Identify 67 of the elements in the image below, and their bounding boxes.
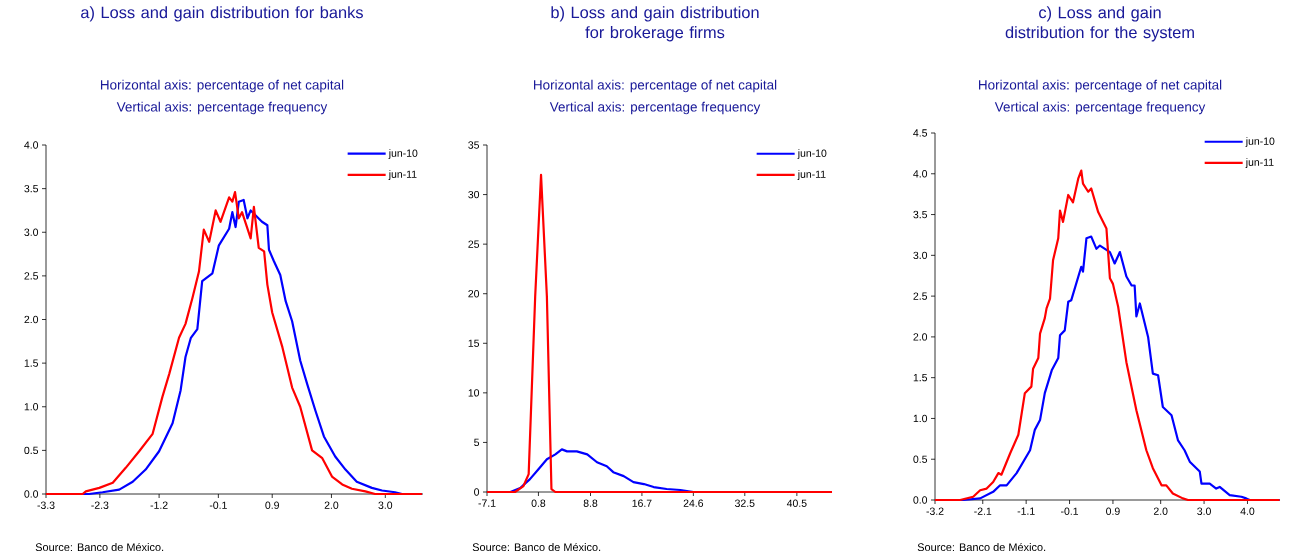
x-tick-label: 3.0 <box>378 501 393 509</box>
y-tick-label: 0.0 <box>24 490 39 498</box>
y-tick-label: 3.0 <box>913 251 928 260</box>
legend-label: jun-10 <box>388 149 418 159</box>
y-tick-label: 1.0 <box>24 403 39 411</box>
y-tick-label: 5 <box>474 438 480 447</box>
legend-label: jun-11 <box>1245 158 1274 168</box>
y-tick-label: 30 <box>468 190 480 199</box>
y-tick-label: 20 <box>468 290 480 298</box>
x-tick-label: -1.1 <box>1017 507 1035 515</box>
y-tick-label: 1.5 <box>913 374 928 382</box>
x-tick-label: 3.0 <box>1197 507 1211 515</box>
x-tick-label: -3.2 <box>926 507 944 515</box>
chart-title: a) Loss and gain distribution for banks <box>81 6 363 22</box>
y-tick-label: 15 <box>468 339 480 347</box>
y-tick-label: 0.5 <box>913 455 928 463</box>
y-tick-label: 1.5 <box>24 359 39 367</box>
x-tick-label: -0.1 <box>209 501 227 509</box>
x-axis-title: Horizontal axis: percentage of net capital <box>100 79 344 93</box>
x-tick-label: 40.5 <box>786 499 807 507</box>
x-tick-label: 4.0 <box>1240 507 1255 515</box>
x-tick-label: -3.3 <box>37 501 55 509</box>
y-tick-label: 2.5 <box>913 292 928 300</box>
x-tick-label: 0.9 <box>265 501 279 509</box>
legend-label: jun-11 <box>388 170 417 180</box>
y-axis-title: Vertical axis: percentage frequency <box>994 101 1206 115</box>
source-note: Source: Banco de México. <box>472 542 601 552</box>
y-axis-title: Vertical axis: percentage frequency <box>116 101 328 115</box>
x-tick-label: 0.9 <box>1106 507 1120 515</box>
y-tick-label: 10 <box>468 389 480 397</box>
x-axis-title: Horizontal axis: percentage of net capital <box>979 79 1222 93</box>
y-tick-label: 4.0 <box>913 170 928 178</box>
source-note: Source: Banco de México. <box>917 542 1046 552</box>
y-tick-label: 0.5 <box>24 446 39 455</box>
y-tick-label: 25 <box>468 240 480 248</box>
y-tick-label: 0.0 <box>913 496 928 504</box>
y-tick-label: 1.0 <box>913 414 928 423</box>
x-tick-label: 2.0 <box>324 501 339 509</box>
x-tick-label: 8.8 <box>583 499 598 507</box>
x-tick-label: -0.1 <box>1061 507 1079 515</box>
x-tick-label: 2.0 <box>1153 507 1168 515</box>
x-tick-label: -2.1 <box>974 507 992 515</box>
x-tick-label: -2.3 <box>91 501 109 509</box>
y-tick-label: 3.5 <box>913 210 928 219</box>
source-note: Source: Banco de México. <box>35 542 164 552</box>
x-tick-label: 32.5 <box>734 499 755 507</box>
legend-label: jun-10 <box>1245 137 1275 147</box>
legend-label: jun-11 <box>797 170 826 180</box>
x-tick-label: -1.2 <box>150 501 168 509</box>
y-tick-label: 35 <box>468 141 480 149</box>
x-tick-label: -7.1 <box>478 499 496 507</box>
y-tick-label: 4.0 <box>24 141 39 149</box>
x-axis-title: Horizontal axis: percentage of net capital <box>534 79 777 93</box>
y-tick-label: 3.0 <box>24 228 39 236</box>
chart-title: c) Loss and gain distribution for the system <box>1005 6 1194 42</box>
y-tick-label: 0 <box>474 488 480 496</box>
y-axis-title: Vertical axis: percentage frequency <box>549 101 761 115</box>
y-tick-label: 2.0 <box>24 315 39 324</box>
y-tick-label: 4.5 <box>913 129 928 137</box>
chart-title: b) Loss and gain distribution for brokerage firms <box>551 6 759 42</box>
y-tick-label: 2.0 <box>913 333 928 341</box>
x-tick-label: 24.6 <box>683 499 704 507</box>
y-tick-label: 3.5 <box>24 184 39 193</box>
x-tick-label: 0.8 <box>531 499 546 507</box>
y-tick-label: 2.5 <box>24 272 39 280</box>
legend-label: jun-10 <box>797 149 827 159</box>
x-tick-label: 16.7 <box>632 499 652 507</box>
